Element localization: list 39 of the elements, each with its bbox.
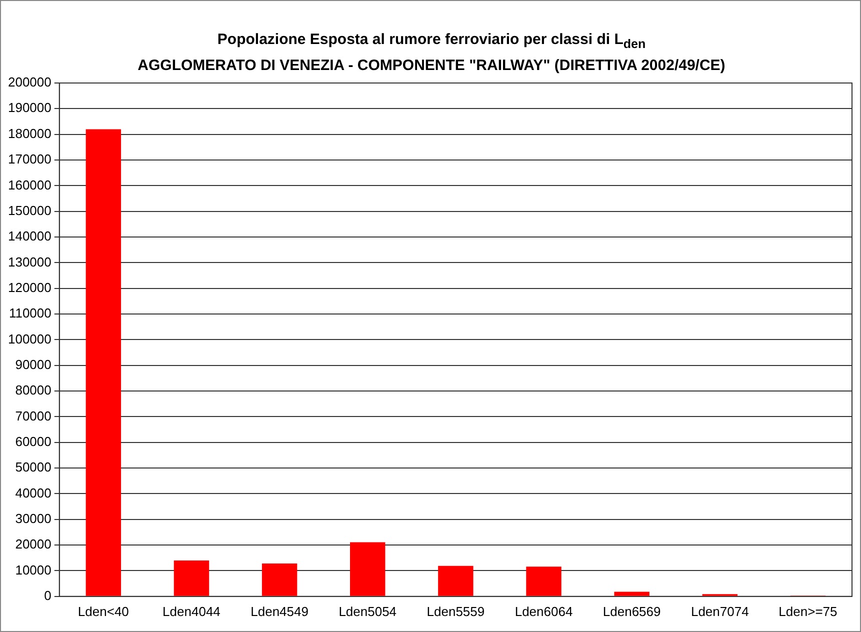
- x-tick-label: Lden>=75: [778, 604, 838, 619]
- y-tick-label: 190000: [8, 100, 52, 116]
- bar: [438, 566, 474, 596]
- y-tick-label: 150000: [8, 202, 52, 218]
- y-tick-label: 50000: [15, 460, 52, 475]
- x-tick-label: Lden6064: [514, 604, 573, 619]
- y-tick-label: 180000: [8, 126, 52, 141]
- chart-title: Popolazione Esposta al rumore ferroviario per classi di L$_{den}$: [216, 30, 647, 53]
- y-tick-label: 0: [44, 588, 52, 603]
- x-tick-label: Lden7074: [690, 604, 749, 619]
- y-tick-label: 30000: [15, 510, 52, 526]
- y-tick-label: 130000: [8, 254, 52, 270]
- y-tick-label: 110000: [8, 306, 52, 321]
- bar: [174, 560, 210, 596]
- y-tick-label: 200000: [8, 74, 52, 90]
- y-tick-label: 140000: [8, 228, 52, 244]
- y-tick-label: 170000: [8, 152, 52, 167]
- y-tick-label: 100000: [8, 331, 52, 346]
- y-tick-label: 80000: [15, 382, 52, 398]
- x-tick-label: Lden6569: [602, 604, 661, 619]
- y-tick-label: 60000: [15, 434, 52, 449]
- x-tick-label: Lden5054: [338, 604, 397, 619]
- x-tick-label: Lden4044: [162, 604, 220, 619]
- bar: [86, 129, 122, 596]
- chart-subtitle: AGGLOMERATO DI VENEZIA - COMPONENTE "RAILWAY" (DIRETTIVA 2002/49/CE): [136, 56, 726, 76]
- bar: [526, 566, 562, 596]
- bar: [614, 592, 650, 596]
- y-tick-label: 10000: [15, 562, 52, 578]
- y-tick-label: 160000: [8, 177, 52, 192]
- y-tick-label: 20000: [15, 536, 52, 552]
- y-tick-label: 90000: [15, 356, 52, 372]
- bar: [262, 564, 298, 596]
- x-tick-label: Lden5559: [426, 604, 485, 619]
- y-tick-label: 120000: [8, 280, 52, 295]
- x-tick-label: Lden4549: [250, 604, 308, 619]
- y-tick-label: 70000: [15, 408, 52, 424]
- y-tick-label: 40000: [15, 485, 52, 500]
- bar: [350, 542, 386, 596]
- x-tick-label: Lden<40: [78, 604, 129, 619]
